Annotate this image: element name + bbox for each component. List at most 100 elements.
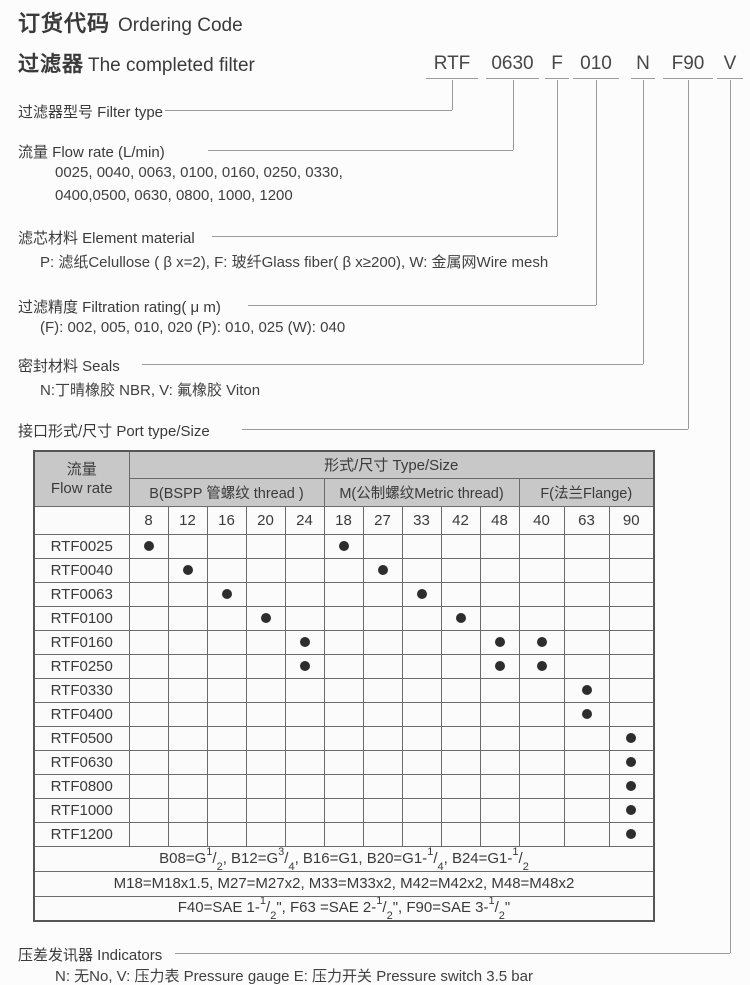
size-header-F63: 63 — [563, 505, 610, 535]
availability-cell-M27 — [362, 677, 403, 703]
availability-cell-F63 — [563, 557, 610, 583]
availability-cell-M33 — [401, 725, 442, 751]
model-cell: RTF0040 — [33, 557, 130, 583]
availability-cell-M48 — [479, 533, 520, 559]
page-title: 订货代码 Ordering Code — [18, 6, 243, 38]
availability-cell-B8 — [128, 821, 169, 847]
availability-cell-M42 — [440, 821, 481, 847]
availability-cell-M48 — [479, 605, 520, 631]
availability-cell-F40 — [518, 701, 565, 727]
label-flow-rate: 流量 Flow rate (L/min) — [18, 144, 165, 161]
model-cell: RTF0630 — [33, 749, 130, 775]
table-row: RTF0330 — [33, 677, 655, 703]
availability-cell-F63 — [563, 821, 610, 847]
connector-flow-rate-vline — [513, 80, 514, 150]
availability-cell-M42 — [440, 773, 481, 799]
availability-cell-M48 — [479, 677, 520, 703]
subtitle-en: The completed filter — [88, 55, 255, 76]
dot-indicator — [581, 708, 592, 719]
filtration-rating-detail: (F): 002, 005, 010, 020 (P): 010, 025 (W… — [40, 319, 346, 336]
availability-cell-F90 — [608, 797, 655, 823]
availability-cell-B8 — [128, 797, 169, 823]
availability-cell-F40 — [518, 821, 565, 847]
availability-cell-F63 — [563, 629, 610, 655]
model-cell: RTF0250 — [33, 653, 130, 679]
flow-rate-values-line1: 0025, 0040, 0063, 0100, 0160, 0250, 0330… — [55, 164, 343, 181]
availability-cell-B8 — [128, 773, 169, 799]
availability-cell-F90 — [608, 653, 655, 679]
availability-cell-M27 — [362, 581, 403, 607]
code-segment-port-size: F90 — [663, 52, 713, 79]
footnote-row: F40=SAE 1-1/2", F63 =SAE 2-1/2", F90=SAE… — [33, 895, 655, 922]
availability-cell-B16 — [206, 701, 247, 727]
availability-cell-M18 — [323, 725, 364, 751]
availability-cell-B24 — [284, 557, 325, 583]
availability-cell-B24 — [284, 653, 325, 679]
availability-cell-F63 — [563, 677, 610, 703]
availability-cell-B20 — [245, 749, 286, 775]
availability-cell-B24 — [284, 749, 325, 775]
availability-cell-M48 — [479, 821, 520, 847]
availability-cell-B16 — [206, 749, 247, 775]
connector-seals-vline — [643, 80, 644, 364]
label-indicators: 压差发讯器 Indicators — [18, 947, 163, 964]
availability-cell-B24 — [284, 773, 325, 799]
size-header-B12: 12 — [167, 505, 208, 535]
availability-cell-F40 — [518, 725, 565, 751]
availability-cell-M48 — [479, 653, 520, 679]
connector-filter-type-hline — [165, 110, 452, 111]
availability-cell-M42 — [440, 797, 481, 823]
availability-cell-F63 — [563, 725, 610, 751]
availability-cell-M33 — [401, 797, 442, 823]
availability-cell-F90 — [608, 605, 655, 631]
dot-indicator — [143, 540, 154, 551]
availability-cell-B20 — [245, 821, 286, 847]
connector-port-size-hline — [242, 429, 688, 430]
availability-cell-F40 — [518, 797, 565, 823]
availability-cell-M18 — [323, 821, 364, 847]
dot-indicator — [626, 732, 637, 743]
dot-indicator — [626, 828, 637, 839]
availability-cell-F90 — [608, 725, 655, 751]
code-segment-element-material: F — [545, 52, 569, 79]
availability-cell-B24 — [284, 533, 325, 559]
availability-cell-M33 — [401, 581, 442, 607]
availability-cell-M18 — [323, 581, 364, 607]
size-header-M33: 33 — [401, 505, 442, 535]
availability-cell-F40 — [518, 533, 565, 559]
availability-cell-B12 — [167, 653, 208, 679]
availability-cell-B12 — [167, 629, 208, 655]
availability-cell-B8 — [128, 749, 169, 775]
availability-cell-F90 — [608, 701, 655, 727]
page-subtitle: 过滤器 The completed filter — [18, 48, 255, 78]
dot-indicator — [299, 636, 310, 647]
code-segment-filter-type: RTF — [426, 52, 478, 79]
availability-cell-M18 — [323, 797, 364, 823]
table-row: RTF0025 — [33, 533, 655, 559]
size-header-row: 8 12 16 20 24 18 27 33 42 48 40 63 90 — [33, 505, 655, 535]
model-cell: RTF0800 — [33, 773, 130, 799]
label-filter-type: 过滤器型号 Filter type — [18, 104, 164, 121]
connector-element-material-hline — [212, 236, 557, 237]
connector-filter-type-vline — [452, 80, 453, 110]
availability-cell-F90 — [608, 629, 655, 655]
group-header-flange: F(法兰Flange) — [518, 477, 655, 507]
availability-cell-B8 — [128, 677, 169, 703]
model-cell: RTF1000 — [33, 797, 130, 823]
size-header-M42: 42 — [440, 505, 481, 535]
availability-cell-M33 — [401, 773, 442, 799]
availability-cell-F40 — [518, 749, 565, 775]
availability-cell-M42 — [440, 629, 481, 655]
availability-cell-F40 — [518, 557, 565, 583]
page-title-zh: 订货代码 — [18, 11, 111, 36]
code-segment-indicator: V — [717, 52, 743, 79]
availability-cell-M33 — [401, 677, 442, 703]
availability-cell-M27 — [362, 773, 403, 799]
availability-cell-F63 — [563, 605, 610, 631]
subtitle-zh: 过滤器 — [18, 53, 84, 76]
availability-cell-B16 — [206, 677, 247, 703]
size-header-F40: 40 — [518, 505, 565, 535]
label-port-size: 接口形式/尺寸 Port type/Size — [18, 423, 210, 440]
availability-cell-B20 — [245, 629, 286, 655]
connector-filtration-rating-vline — [596, 80, 597, 305]
